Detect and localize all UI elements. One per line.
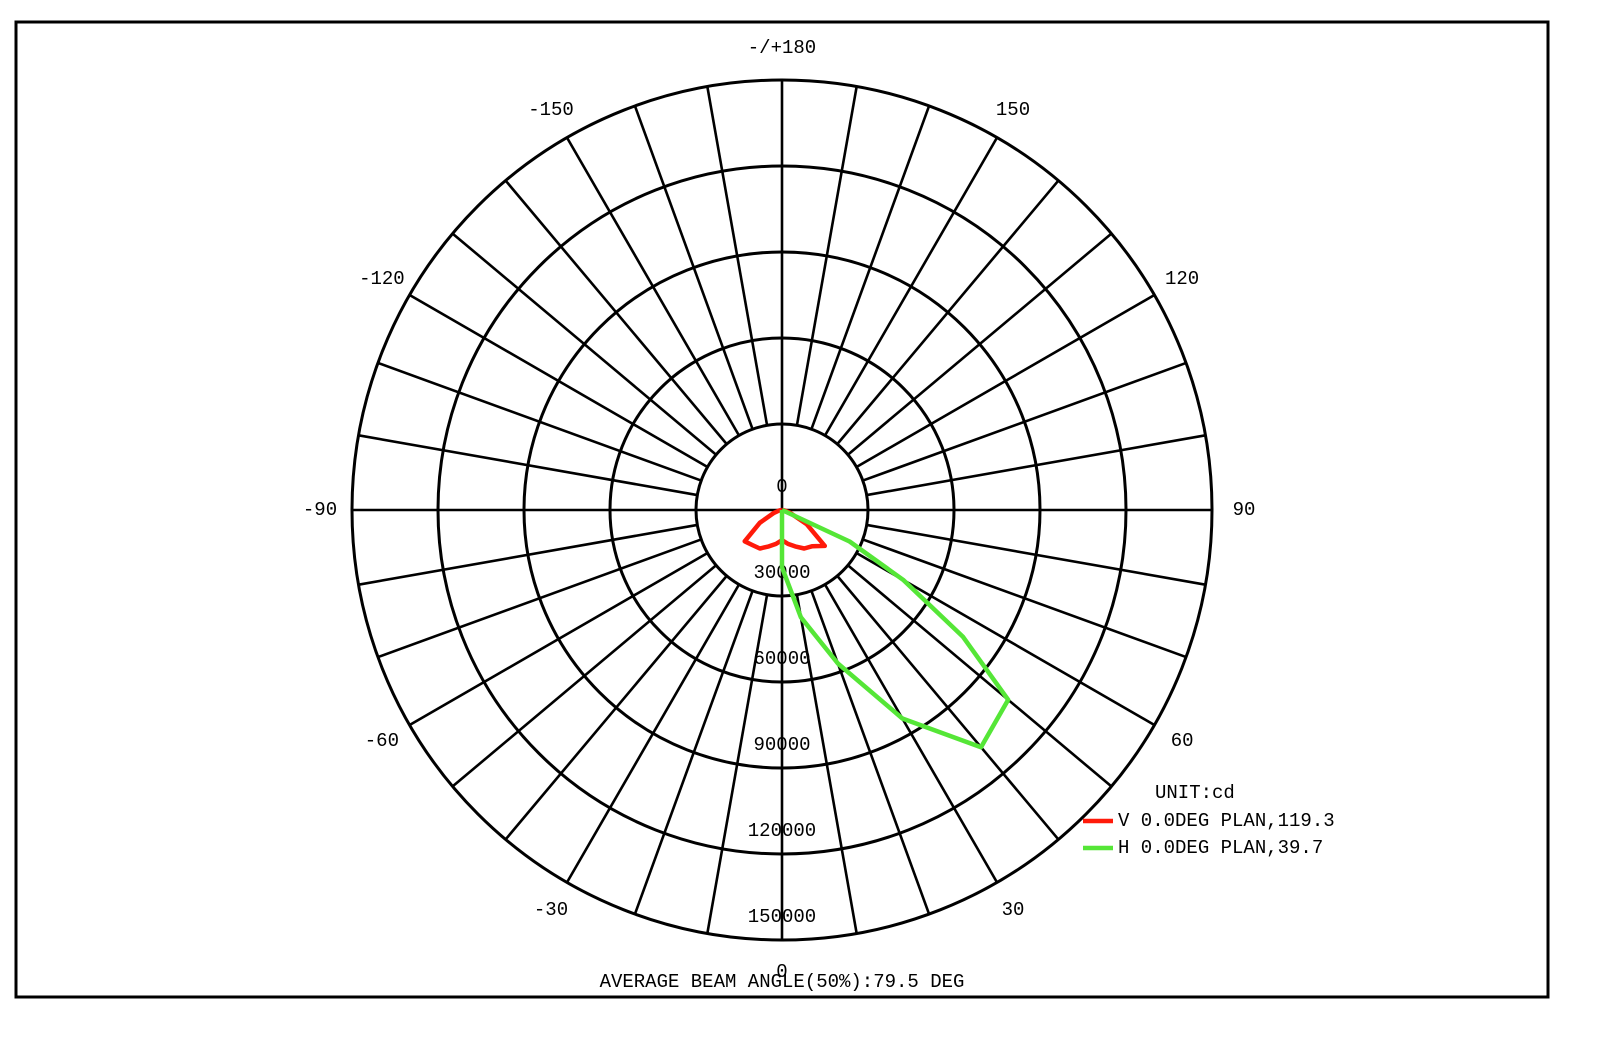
unit-label: UNIT:cd [1155, 782, 1235, 804]
spoke [855, 293, 1156, 469]
spoke [836, 179, 1060, 445]
spoke [862, 361, 1187, 482]
spoke [633, 105, 754, 430]
spoke [795, 86, 858, 426]
radial-label: 0 [776, 476, 787, 498]
angle-label: 120 [1165, 268, 1199, 290]
angle-label: 30 [1002, 899, 1025, 921]
spoke [377, 538, 702, 659]
spoke [451, 232, 717, 456]
angle-label: 0 [776, 961, 787, 983]
spoke [408, 293, 709, 469]
spoke [504, 179, 728, 445]
angle-label: -120 [359, 268, 405, 290]
footer: AVERAGE BEAM ANGLE(50%):79.5 DEG [600, 971, 965, 993]
spoke [408, 551, 709, 727]
spoke [823, 136, 999, 437]
legend-label: V 0.0DEG PLAN,119.3 [1118, 810, 1335, 832]
spoke [451, 564, 717, 788]
spoke [862, 538, 1187, 659]
series-line [742, 507, 828, 551]
radial-label: 120000 [748, 820, 816, 842]
spoke [706, 86, 769, 426]
spoke [823, 583, 999, 884]
angle-label: 150 [996, 99, 1030, 121]
spoke [810, 105, 931, 430]
radial-label: 150000 [748, 906, 816, 928]
radial-label: 90000 [753, 734, 810, 756]
spoke [377, 361, 702, 482]
spoke [847, 232, 1113, 456]
spoke [866, 523, 1206, 586]
angle-label: -60 [365, 730, 399, 752]
spoke [866, 434, 1206, 497]
spoke [836, 575, 1060, 841]
angle-label: 60 [1171, 730, 1194, 752]
angle-label: 90 [1233, 499, 1256, 521]
spoke [633, 590, 754, 915]
angle-label: -90 [303, 499, 337, 521]
spoke [810, 590, 931, 915]
angle-label: -/+180 [748, 37, 816, 59]
frame [14, 20, 1550, 999]
spoke [847, 564, 1113, 788]
spoke [565, 583, 741, 884]
spoke [795, 594, 858, 934]
spoke [706, 594, 769, 934]
spoke [565, 136, 741, 437]
angle-label: -30 [534, 899, 568, 921]
legend-label: H 0.0DEG PLAN,39.7 [1118, 837, 1323, 859]
radial-label: 60000 [753, 648, 810, 670]
spoke [504, 575, 728, 841]
series-line [779, 507, 1011, 750]
spoke [358, 434, 698, 497]
angle-label: -150 [528, 99, 574, 121]
spoke [358, 523, 698, 586]
